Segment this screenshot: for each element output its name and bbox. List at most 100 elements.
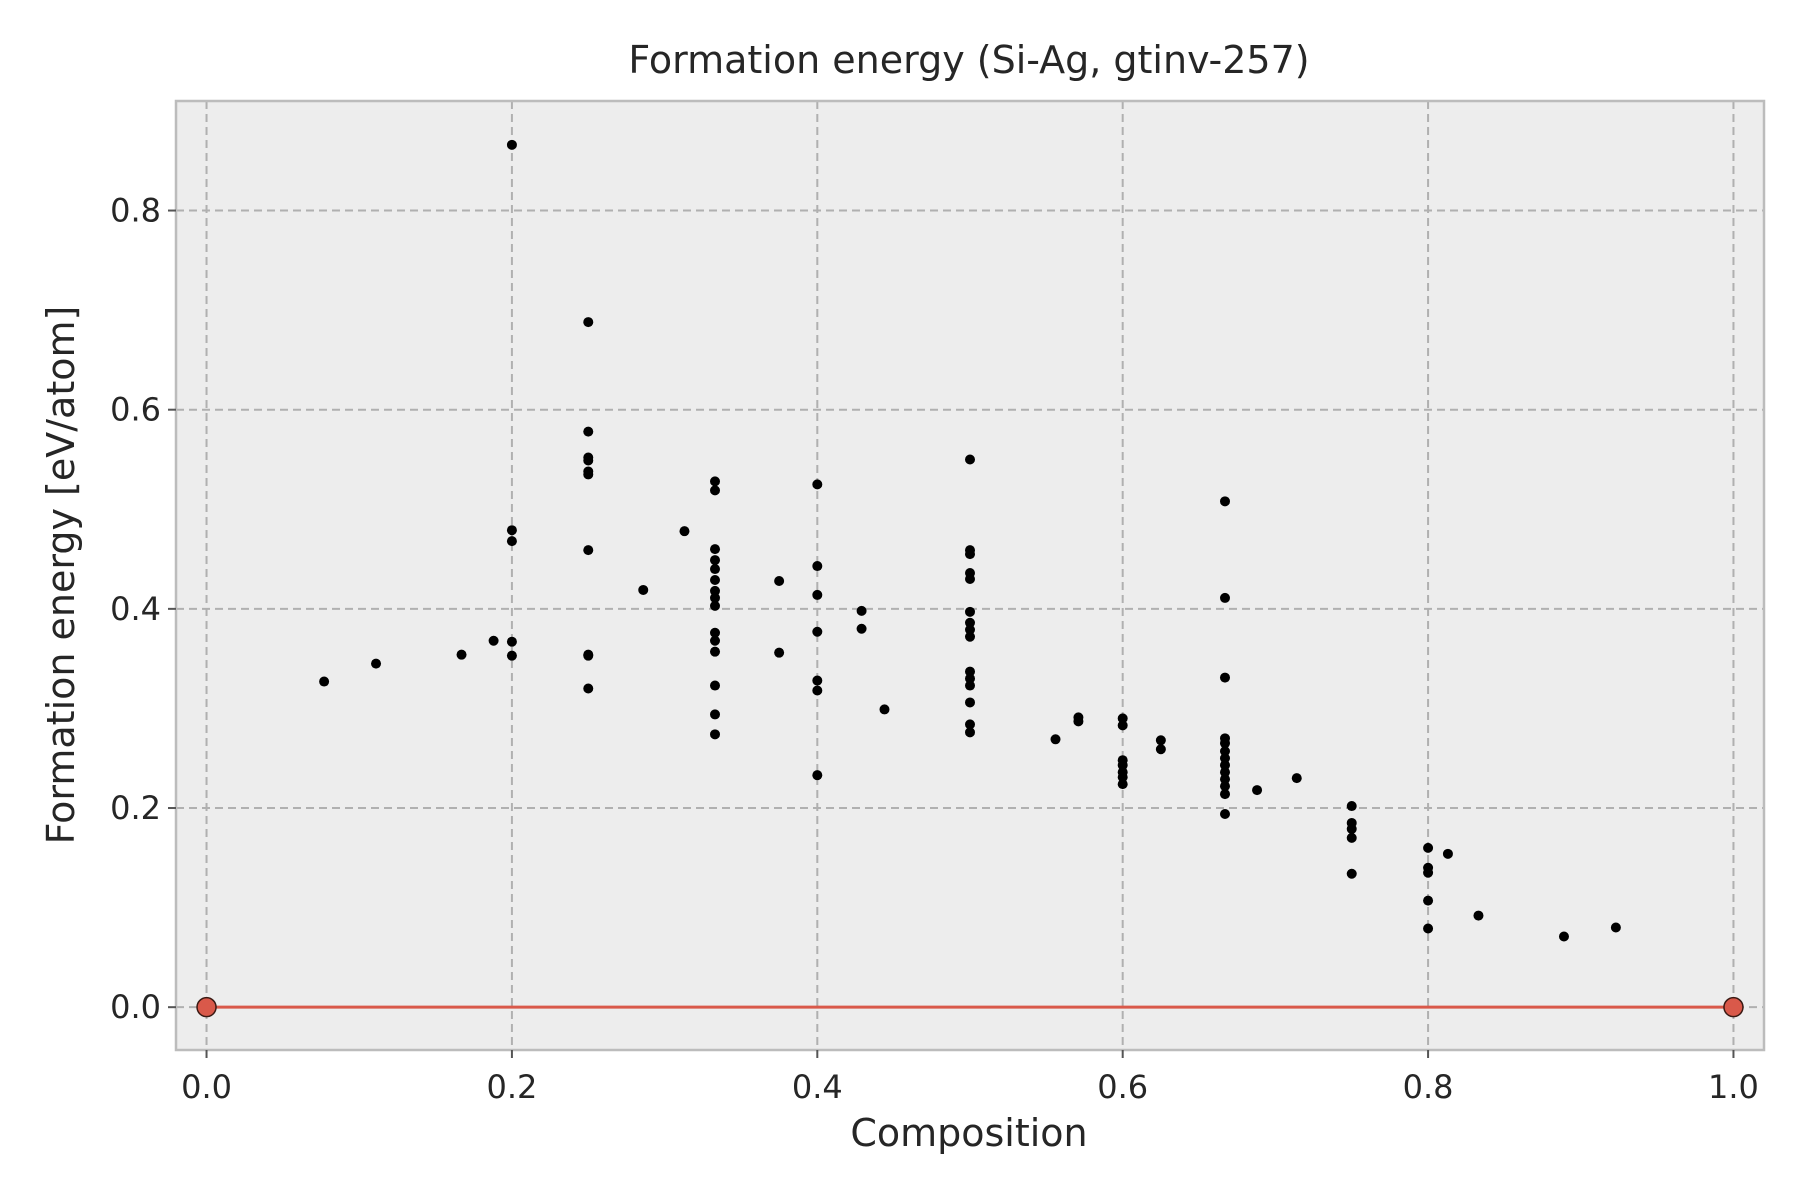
data-point [638, 584, 649, 595]
data-point [1117, 779, 1128, 790]
data-point [1423, 867, 1434, 878]
data-point [1073, 716, 1084, 727]
data-point [1252, 785, 1263, 796]
data-point [710, 729, 721, 740]
hull-point [196, 996, 217, 1018]
data-point [679, 526, 690, 537]
data-point [812, 675, 823, 686]
data-point [710, 635, 721, 646]
data-point [583, 469, 594, 480]
data-point [965, 666, 975, 677]
data-point [1442, 848, 1453, 859]
data-point [710, 564, 721, 575]
data-point [1117, 713, 1128, 724]
data-point [710, 646, 721, 657]
data-point [965, 454, 975, 465]
data-point [1219, 781, 1230, 792]
data-point [710, 544, 721, 555]
data-point [1423, 923, 1434, 934]
data-point [506, 525, 517, 536]
data-point [1610, 922, 1621, 933]
y-tick-label: 0.0 [110, 988, 161, 1026]
data-point [583, 683, 594, 694]
x-tick-label: 0.8 [1403, 1068, 1454, 1106]
data-point [965, 680, 975, 691]
data-point [965, 617, 975, 628]
y-tick-label: 0.4 [110, 590, 161, 628]
data-point [1219, 746, 1230, 757]
data-point [506, 139, 517, 150]
data-point [965, 697, 975, 708]
data-point [1155, 735, 1166, 746]
data-point [319, 676, 330, 687]
y-axis-ticks: 0.0 0.2 0.4 0.6 0.8 [110, 192, 176, 1026]
data-point [456, 649, 467, 660]
data-point [1219, 592, 1230, 603]
data-point [965, 631, 975, 642]
data-point [1219, 767, 1230, 778]
convex-hull [196, 996, 1744, 1018]
data-point [774, 575, 785, 586]
data-point [812, 685, 823, 696]
data-point [583, 545, 594, 556]
data-point [1423, 842, 1434, 853]
data-point [965, 673, 975, 684]
y-tick-label: 0.8 [110, 192, 161, 230]
data-point [583, 455, 594, 466]
data-point [879, 704, 890, 715]
data-point [506, 536, 517, 547]
data-point [583, 650, 594, 661]
data-point [710, 600, 721, 611]
x-axis-label: Composition [850, 1111, 1087, 1155]
data-point [1219, 753, 1230, 764]
y-axis-label: Formation energy [eV/atom] [39, 306, 83, 845]
data-point [1155, 744, 1166, 755]
data-point [812, 589, 823, 600]
data-point [965, 719, 975, 730]
data-point [812, 479, 823, 490]
data-points [319, 139, 1621, 942]
data-point [856, 605, 867, 616]
data-point [583, 426, 594, 437]
data-point [774, 647, 785, 658]
hull-point [1723, 996, 1744, 1018]
data-point [1219, 760, 1230, 771]
data-point [488, 635, 499, 646]
x-tick-label: 0.2 [486, 1068, 537, 1106]
data-point [710, 555, 721, 566]
data-point [1558, 931, 1569, 942]
data-point [965, 727, 975, 738]
data-point [856, 623, 867, 634]
data-point [1219, 789, 1230, 800]
plot-frame [174, 99, 1766, 1052]
data-point [710, 585, 721, 596]
data-point [1050, 734, 1061, 745]
data-point [1346, 868, 1357, 879]
data-point [1117, 760, 1128, 771]
data-point [965, 606, 975, 617]
x-axis-ticks: 0.0 0.2 0.4 0.6 0.8 1.0 [181, 1050, 1759, 1106]
x-tick-label: 0.0 [181, 1068, 232, 1106]
data-point [1473, 910, 1484, 921]
data-point [965, 624, 975, 635]
data-point [1423, 895, 1434, 906]
x-tick-label: 1.0 [1708, 1068, 1759, 1106]
data-point [1219, 774, 1230, 785]
data-point [1346, 823, 1357, 834]
data-point [1117, 772, 1128, 783]
y-tick-label: 0.2 [110, 789, 161, 827]
data-point [812, 770, 823, 781]
data-point [710, 592, 721, 603]
data-point [812, 561, 823, 572]
data-point [506, 650, 517, 661]
data-point [1219, 496, 1230, 507]
data-point [1291, 773, 1302, 784]
data-point [965, 573, 975, 584]
data-point [1346, 801, 1357, 812]
data-point [710, 680, 721, 691]
data-point [965, 549, 975, 560]
data-point [506, 636, 517, 647]
x-tick-label: 0.6 [1097, 1068, 1148, 1106]
data-point [812, 626, 823, 637]
